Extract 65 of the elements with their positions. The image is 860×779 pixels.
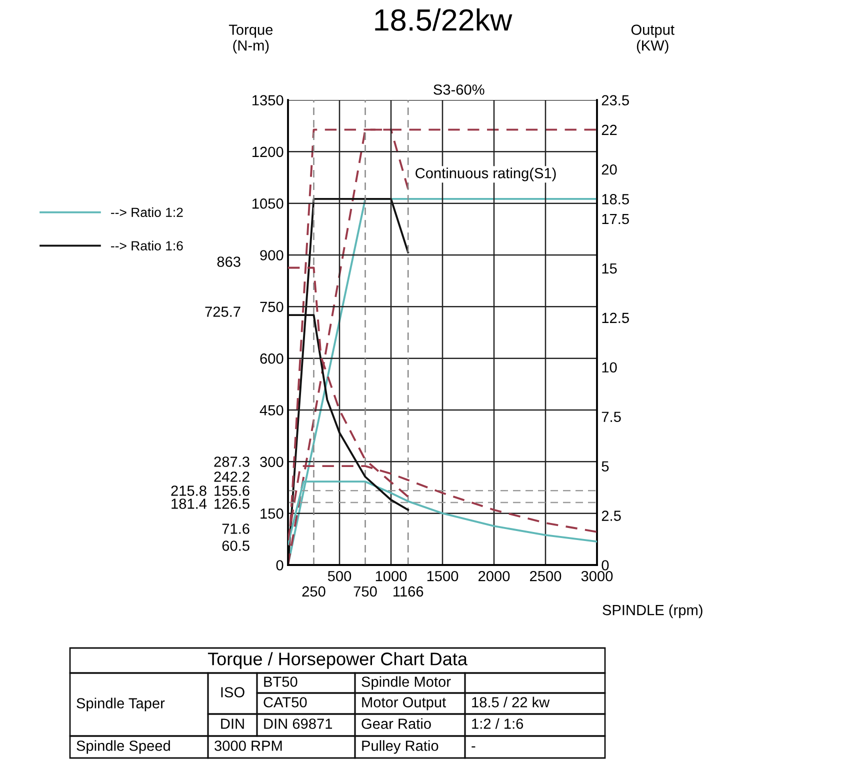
ref-line-label: 750 (354, 586, 377, 597)
y-tick-label: 1050 (252, 198, 284, 209)
x-axis-title: SPINDLE (rpm) (602, 604, 702, 618)
text: S3-60% (434, 84, 484, 95)
y-tick-label: 1200 (252, 146, 284, 158)
legend-label: --> Ratio 1:6 (111, 240, 183, 250)
text: 725.7 (205, 306, 240, 317)
text: 181.4 (172, 498, 207, 509)
text: Spindle Speed (76, 740, 170, 754)
text: Torque / Horsepower Chart Data (208, 652, 468, 669)
x-tick-label: 3000 (581, 570, 613, 582)
y2-tick-label: 22 (602, 124, 617, 135)
text: 18.5 / 22 kw (472, 696, 550, 708)
text: 60.5 (222, 540, 250, 551)
y-tick-label: 1350 (252, 95, 284, 106)
chart-title: 18.5/22kw (375, 8, 512, 31)
y-tick-label: 750 (260, 302, 284, 312)
text: BT50 (264, 676, 298, 687)
y2-tick-label: 2.5 (602, 510, 621, 521)
x-tick-label: 500 (328, 570, 352, 582)
text: 1:2 / 1:6 (472, 718, 524, 729)
y-tick-label: 0 (276, 560, 284, 570)
y2-tick-label: 7.5 (602, 412, 621, 422)
text: 287.3 (214, 456, 250, 467)
y-tick-label: 300 (260, 456, 284, 468)
text: 71.6 (222, 524, 250, 534)
text: 126.5 (214, 498, 250, 509)
text: 242.2 (214, 472, 250, 482)
annotation: Continuous rating(S1) (416, 168, 556, 182)
y-tick-label: 450 (260, 405, 284, 416)
y-axis-title: Torque (N-m) (228, 24, 273, 54)
text: 863 (217, 256, 240, 267)
y-tick-label: 150 (260, 508, 284, 519)
text: Spindle Motor (362, 676, 451, 690)
x-tick-label: 2000 (478, 570, 510, 582)
y2-tick-label: 18.5 (602, 194, 629, 204)
text: Gear Ratio (362, 718, 431, 729)
text: DIN 69871 (264, 718, 332, 729)
y2-tick-label: 17.5 (602, 214, 629, 224)
y-tick-label: 600 (260, 353, 284, 364)
text: Motor Output (362, 697, 446, 710)
text: Pulley Ratio (362, 740, 438, 754)
x-tick-label: 2500 (530, 570, 562, 582)
x-tick-label: 1500 (427, 570, 458, 582)
text: Spindle Taper (76, 698, 165, 712)
legend-label: --> Ratio 1:2 (111, 207, 183, 218)
text: DIN (221, 718, 244, 729)
text: ISO (221, 687, 244, 698)
text: - (472, 746, 476, 748)
y2-tick-label: 0 (602, 560, 609, 570)
ref-line-label: 250 (302, 586, 326, 597)
text: 3000 RPM (214, 740, 282, 751)
y2-tick-label: 20 (602, 164, 617, 175)
x-tick-label: 1000 (376, 570, 407, 582)
ref-line-label: 1166 (394, 586, 424, 597)
y2-tick-label: 5 (602, 461, 609, 472)
y2-tick-label: 23.5 (602, 95, 629, 106)
y2-tick-label: 15 (602, 263, 617, 274)
text: CAT50 (264, 697, 307, 708)
text: 155.6 (214, 486, 250, 496)
y2-tick-label: 12.5 (602, 312, 629, 324)
y2-tick-label: 10 (602, 362, 617, 373)
text: 215.8 (171, 486, 206, 496)
y-tick-label: 900 (260, 250, 284, 260)
y2-axis-title: Output (KW) (631, 24, 674, 54)
